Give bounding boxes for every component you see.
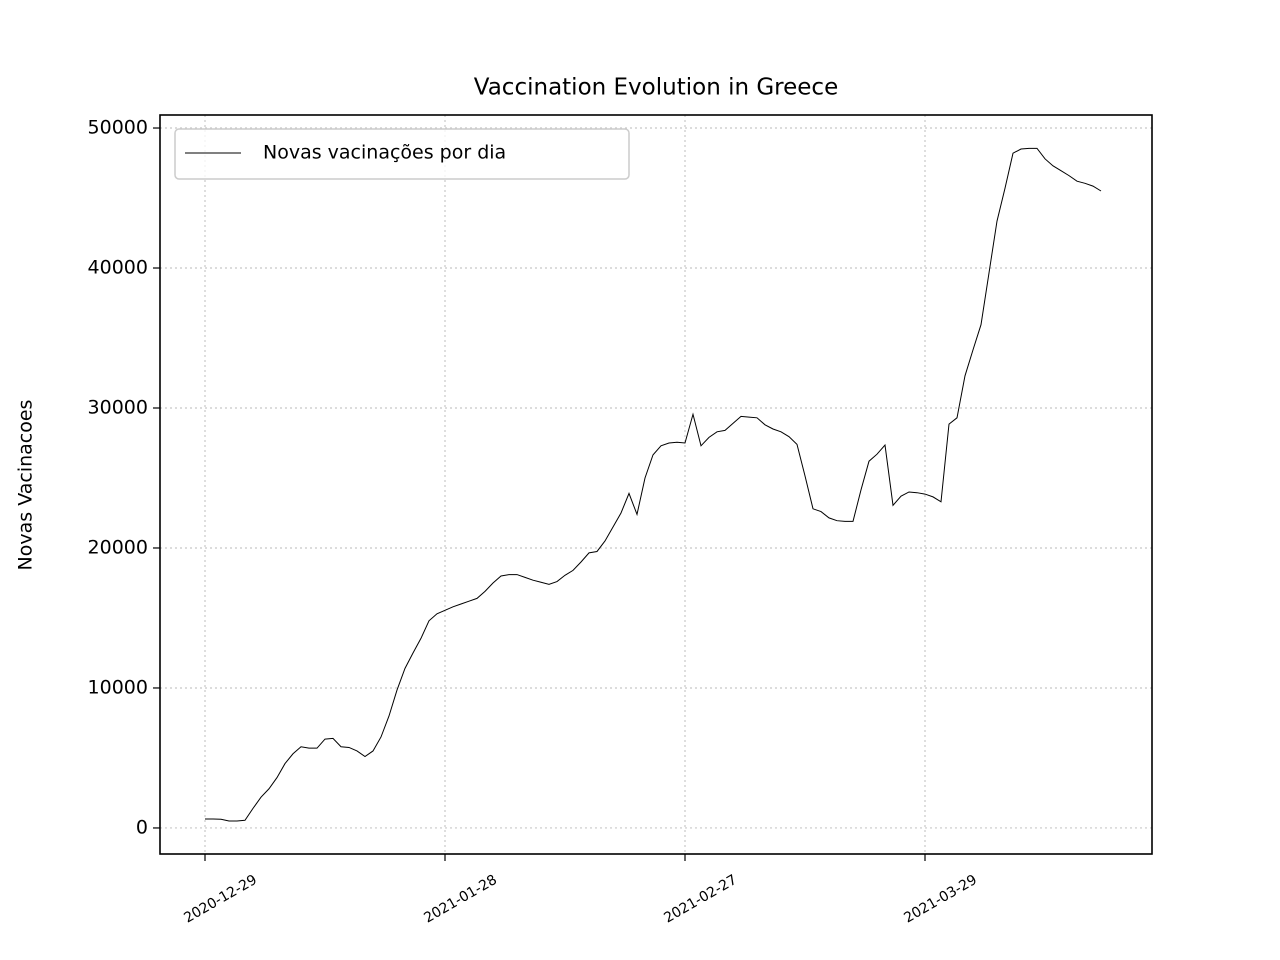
legend-label: Novas vacinações por dia — [263, 142, 506, 164]
x-axis-label: Data — [633, 959, 678, 960]
y-tick-label: 30000 — [88, 396, 148, 418]
plot-frame — [159, 114, 1153, 855]
y-tick-label: 20000 — [88, 536, 148, 558]
y-axis-label: Novas Vacinacoes — [15, 400, 37, 571]
chart-title: Vaccination Evolution in Greece — [474, 75, 838, 101]
y-tick-label: 40000 — [88, 257, 148, 279]
y-tick-label: 0 — [136, 816, 148, 838]
y-tick-label: 50000 — [88, 117, 148, 139]
data-line — [205, 147, 1102, 822]
y-tick-label: 10000 — [88, 676, 148, 698]
legend-box — [174, 128, 630, 180]
